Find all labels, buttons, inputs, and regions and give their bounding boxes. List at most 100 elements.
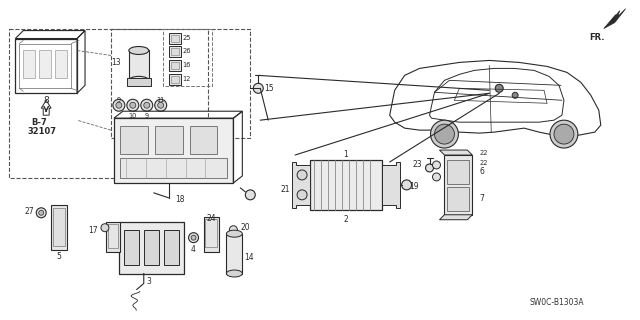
- Bar: [39, 51, 51, 78]
- Bar: [120, 126, 148, 154]
- Polygon shape: [604, 9, 626, 28]
- Ellipse shape: [129, 46, 148, 54]
- Text: 26: 26: [182, 48, 191, 54]
- Bar: [310, 160, 381, 210]
- Bar: [19, 44, 71, 88]
- Text: 15: 15: [264, 84, 274, 93]
- Bar: [169, 74, 180, 85]
- Circle shape: [431, 120, 458, 148]
- Ellipse shape: [227, 230, 243, 237]
- Circle shape: [297, 170, 307, 180]
- Text: 19: 19: [410, 182, 419, 191]
- Text: 25: 25: [182, 35, 191, 41]
- Text: 22: 22: [479, 160, 488, 166]
- Bar: [444, 155, 472, 215]
- Circle shape: [495, 84, 503, 92]
- Bar: [169, 60, 180, 71]
- Bar: [189, 126, 218, 154]
- Bar: [155, 126, 182, 154]
- Bar: [205, 219, 218, 247]
- Text: 7: 7: [479, 194, 484, 203]
- Text: 13: 13: [111, 58, 121, 67]
- Circle shape: [113, 99, 125, 111]
- Bar: [124, 230, 139, 265]
- Text: 24: 24: [207, 214, 216, 223]
- Text: 14: 14: [244, 253, 254, 262]
- Bar: [447, 187, 469, 211]
- Circle shape: [157, 102, 164, 108]
- Polygon shape: [292, 162, 310, 208]
- Bar: [163, 28, 212, 86]
- Polygon shape: [381, 162, 399, 208]
- Text: 11: 11: [157, 97, 165, 103]
- Bar: [144, 230, 159, 265]
- Circle shape: [554, 124, 574, 144]
- Text: 10: 10: [129, 113, 137, 119]
- Text: 17: 17: [88, 226, 98, 235]
- Circle shape: [116, 102, 122, 108]
- Bar: [447, 160, 469, 184]
- Text: 18: 18: [175, 195, 185, 204]
- Circle shape: [433, 173, 440, 181]
- Circle shape: [297, 190, 307, 200]
- Text: 32107: 32107: [28, 127, 56, 136]
- Ellipse shape: [129, 76, 148, 84]
- Text: B-7: B-7: [31, 118, 47, 127]
- Bar: [171, 76, 179, 83]
- Bar: [171, 62, 179, 69]
- Bar: [169, 46, 180, 58]
- Text: 9: 9: [145, 113, 149, 119]
- Bar: [51, 205, 67, 250]
- Bar: [171, 35, 179, 42]
- Text: 5: 5: [57, 252, 61, 260]
- Circle shape: [39, 210, 44, 215]
- Bar: [106, 222, 120, 252]
- Text: 16: 16: [182, 62, 191, 68]
- Bar: [114, 118, 234, 183]
- Text: 9: 9: [117, 97, 121, 103]
- Text: 4: 4: [191, 244, 196, 254]
- Circle shape: [550, 120, 578, 148]
- Bar: [227, 234, 243, 274]
- Bar: [15, 38, 77, 93]
- Bar: [171, 49, 179, 55]
- Ellipse shape: [227, 270, 243, 277]
- Text: 20: 20: [241, 223, 250, 232]
- Polygon shape: [440, 150, 472, 155]
- Circle shape: [155, 99, 166, 111]
- Circle shape: [253, 83, 263, 93]
- Circle shape: [229, 226, 237, 234]
- Text: 3: 3: [147, 277, 151, 286]
- Text: 8: 8: [44, 96, 49, 105]
- Circle shape: [127, 99, 139, 111]
- Circle shape: [426, 164, 433, 172]
- Text: 12: 12: [182, 76, 191, 82]
- Bar: [164, 230, 179, 265]
- Circle shape: [402, 180, 412, 190]
- Bar: [23, 51, 35, 78]
- Bar: [120, 158, 227, 178]
- Bar: [129, 51, 148, 80]
- Bar: [119, 222, 184, 274]
- Circle shape: [101, 224, 109, 232]
- Bar: [108, 224, 118, 248]
- Bar: [111, 28, 250, 138]
- Circle shape: [189, 233, 198, 243]
- Bar: [53, 208, 65, 246]
- Circle shape: [245, 190, 255, 200]
- Text: 27: 27: [24, 207, 35, 216]
- Circle shape: [191, 235, 196, 240]
- Circle shape: [433, 161, 440, 169]
- Bar: [204, 217, 220, 252]
- Circle shape: [144, 102, 150, 108]
- Bar: [10, 28, 209, 178]
- Text: 22: 22: [479, 150, 488, 156]
- Circle shape: [512, 92, 518, 98]
- Bar: [127, 78, 151, 86]
- Circle shape: [141, 99, 153, 111]
- Circle shape: [36, 208, 46, 218]
- Circle shape: [435, 124, 454, 144]
- Text: SW0C-B1303A: SW0C-B1303A: [529, 298, 584, 307]
- Text: FR.: FR.: [589, 33, 604, 42]
- Text: 1: 1: [344, 150, 348, 159]
